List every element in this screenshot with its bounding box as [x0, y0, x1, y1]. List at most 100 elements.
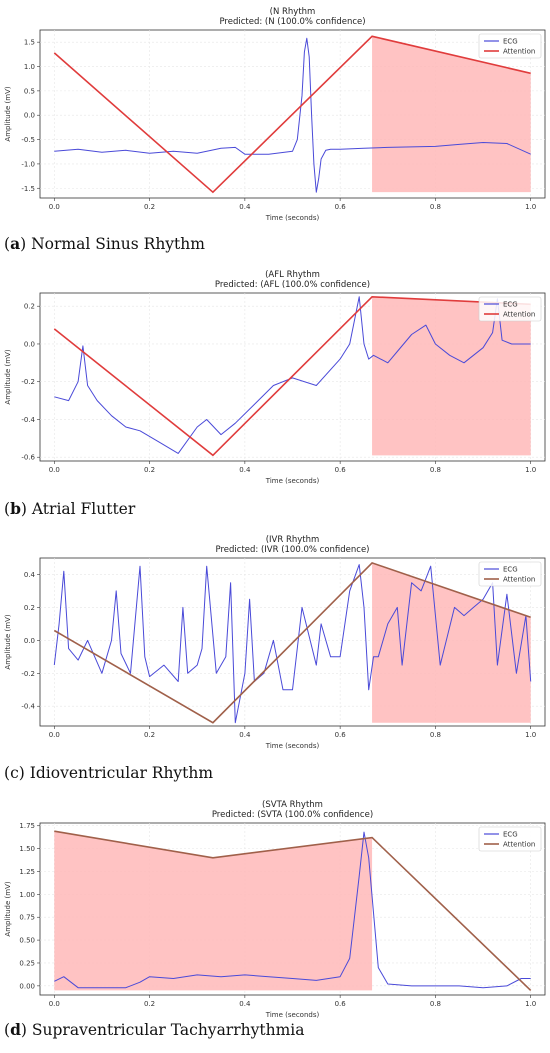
y-axis-label: Amplitude (mV) [4, 881, 12, 936]
chart-panel-a: (N Rhythm Predicted: (N (100.0% confidenc… [0, 0, 550, 260]
y-tick-label: 0.2 [24, 604, 35, 612]
attention-shade [372, 562, 531, 723]
y-tick-label: 1.5 [24, 39, 35, 47]
legend-box [478, 296, 542, 322]
caption-c-letter: c [10, 764, 19, 782]
caption-a-letter: a [10, 234, 21, 253]
x-tick-label: 0.4 [239, 466, 251, 474]
chart-title: (N Rhythm [270, 7, 316, 17]
y-tick-label: 0.75 [19, 914, 35, 922]
attention-shade [372, 36, 531, 193]
x-tick-label: 0.8 [430, 731, 441, 739]
attention-shade [372, 296, 531, 456]
legend-ecg-label: ECG [503, 38, 518, 46]
y-axis-label: Amplitude (mV) [4, 614, 12, 669]
x-tick-label: 0.0 [49, 731, 60, 739]
x-tick-label: 0.6 [335, 203, 347, 211]
chart-panel-c: (IVR Rhythm Predicted: (IVR (100.0% confi… [0, 528, 550, 790]
x-axis-label: Time (seconds) [265, 214, 320, 222]
y-tick-label: 0.00 [19, 982, 35, 990]
y-tick-label: 1.0 [24, 63, 35, 71]
ecg-series-line [53, 564, 532, 724]
x-axis-label: Time (seconds) [265, 1011, 320, 1019]
y-tick-label: -0.5 [21, 136, 35, 144]
legend-attention-label: Attention [503, 311, 535, 319]
caption-d-letter: d [10, 1020, 21, 1039]
x-tick-label: 0.4 [239, 1000, 251, 1008]
chart-subtitle: Predicted: (N (100.0% confidence) [219, 17, 365, 27]
legend-box [478, 826, 542, 852]
y-tick-label: 0.4 [24, 571, 36, 579]
y-tick-label: 0.25 [19, 959, 35, 967]
caption-b-letter: b [10, 499, 21, 518]
y-tick-label: 0.50 [19, 937, 35, 945]
x-tick-label: 0.6 [335, 466, 347, 474]
y-tick-label: -0.6 [21, 454, 35, 462]
y-axis-label: Amplitude (mV) [4, 86, 12, 141]
chart-subtitle: Predicted: (SVTA (100.0% confidence) [212, 810, 373, 820]
chart-title: (IVR Rhythm [266, 535, 320, 545]
x-tick-label: 0.4 [239, 203, 251, 211]
chart-panel-d: (SVTA Rhythm Predicted: (SVTA (100.0% con… [0, 795, 550, 1053]
y-tick-label: 0.0 [24, 637, 35, 645]
chart-title: (AFL Rhythm [265, 270, 320, 280]
x-tick-label: 0.6 [335, 1000, 347, 1008]
x-axis-label: Time (seconds) [265, 477, 320, 485]
legend-attention-label: Attention [503, 48, 535, 56]
x-tick-label: 1.0 [525, 731, 536, 739]
legend-ecg-label: ECG [503, 566, 518, 574]
x-tick-label: 0.2 [144, 1000, 155, 1008]
chart-subtitle: Predicted: (AFL (100.0% confidence) [215, 280, 370, 290]
ecg-series-line [54, 296, 531, 454]
attention-series-line [53, 295, 531, 457]
y-tick-label: 0.2 [24, 303, 35, 311]
caption-c-text: Idioventricular Rhythm [29, 764, 214, 782]
attention-series-line [53, 561, 531, 724]
caption-c: (c) Idioventricular Rhythm [4, 764, 214, 782]
legend-ecg-label: ECG [503, 831, 518, 839]
y-tick-label: -0.4 [21, 416, 35, 424]
y-tick-label: 1.25 [19, 868, 35, 876]
y-tick-label: -0.2 [21, 378, 35, 386]
caption-b: (b) Atrial Flutter [4, 499, 136, 518]
ecg-series-line [54, 37, 531, 193]
x-tick-label: 1.0 [525, 203, 536, 211]
y-tick-label: 1.75 [19, 822, 35, 830]
legend-attention-label: Attention [503, 576, 535, 584]
caption-a-text: Normal Sinus Rhythm [31, 235, 205, 253]
y-tick-label: 0.5 [24, 87, 35, 95]
y-tick-label: 1.00 [19, 891, 35, 899]
x-tick-label: 1.0 [525, 466, 536, 474]
chart-panel-b: (AFL Rhythm Predicted: (AFL (100.0% confi… [0, 265, 550, 527]
y-tick-label: 0.0 [24, 112, 35, 120]
x-tick-label: 0.4 [239, 731, 251, 739]
legend-ecg-label: ECG [503, 301, 518, 309]
x-tick-label: 0.2 [144, 203, 155, 211]
x-tick-label: 1.0 [525, 1000, 536, 1008]
x-tick-label: 0.0 [49, 203, 60, 211]
caption-d-text: Supraventricular Tachyarrhythmia [31, 1021, 305, 1039]
x-tick-label: 0.0 [49, 466, 60, 474]
attention-shade [54, 831, 373, 991]
y-axis-label: Amplitude (mV) [4, 349, 12, 404]
chart-subtitle: Predicted: (IVR (100.0% confidence) [216, 545, 370, 555]
y-tick-label: -1.0 [21, 160, 35, 168]
attention-series-line [53, 35, 531, 194]
x-tick-label: 0.0 [49, 1000, 60, 1008]
y-tick-label: -0.2 [21, 670, 35, 678]
legend-box [478, 561, 542, 587]
legend-attention-label: Attention [503, 841, 535, 849]
y-tick-label: -1.5 [21, 185, 35, 193]
caption-d: (d) Supraventricular Tachyarrhythmia [4, 1020, 305, 1039]
y-tick-label: 0.0 [24, 340, 35, 348]
x-tick-label: 0.8 [430, 466, 441, 474]
x-tick-label: 0.8 [430, 203, 441, 211]
x-tick-label: 0.6 [335, 731, 347, 739]
attention-series-line [54, 830, 532, 991]
x-tick-label: 0.8 [430, 1000, 441, 1008]
chart-title: (SVTA Rhythm [262, 800, 323, 810]
y-tick-label: 1.50 [19, 845, 35, 853]
